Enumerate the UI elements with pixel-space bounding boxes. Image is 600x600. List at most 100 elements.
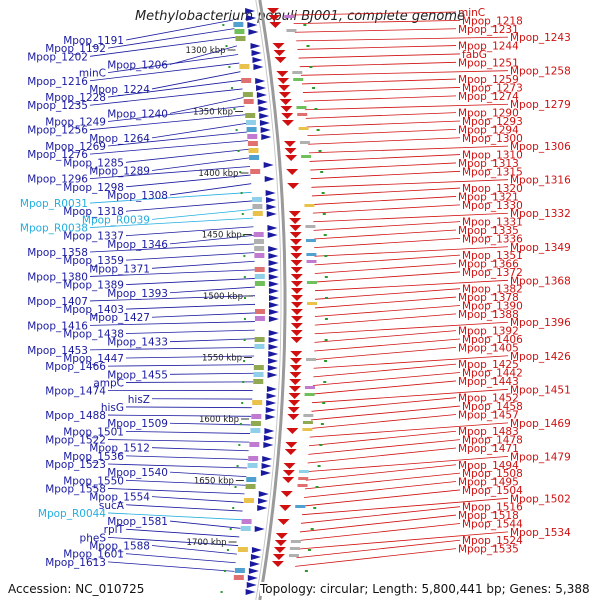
gene-label-right[interactable]: Mpop_1243	[510, 32, 571, 44]
gene-label-left[interactable]: Mpop_1235	[27, 100, 88, 112]
gene-label-left[interactable]: Mpop_1359	[63, 255, 124, 267]
gene-label-left[interactable]: Mpop_1536	[63, 451, 124, 463]
gene-label-right[interactable]: Mpop_1535	[458, 544, 519, 556]
gene-label-left[interactable]: Mpop_1224	[89, 84, 150, 96]
gene-label-left[interactable]: Mpop_1346	[107, 239, 168, 251]
gene-label-left[interactable]: Mpop_1289	[89, 165, 150, 177]
gene-label-right[interactable]: Mpop_1495	[458, 477, 519, 489]
gene-label-right[interactable]: Mpop_1279	[510, 99, 571, 111]
gene-label-right[interactable]: Mpop_1294	[458, 124, 519, 136]
gene-label-left[interactable]: Mpop_1488	[45, 410, 106, 422]
gene-label-left[interactable]: Mpop_1240	[107, 108, 168, 120]
gene-label-left[interactable]: Mpop_1540	[107, 467, 168, 479]
gene-label-left[interactable]: Mpop_1202	[27, 51, 88, 63]
gene-label-right[interactable]: fabG	[462, 49, 487, 61]
gene-label-left[interactable]: Mpop_1588	[89, 541, 150, 553]
gene-label-left[interactable]: Mpop_1206	[107, 59, 168, 71]
gene-label-right[interactable]: Mpop_1396	[510, 317, 571, 329]
gene-label-left[interactable]: Mpop_1318	[63, 206, 124, 218]
gene-label-right[interactable]: Mpop_1378	[458, 292, 519, 304]
gene-label-right[interactable]: Mpop_1274	[458, 91, 519, 103]
gene-label-right[interactable]: Mpop_1483	[458, 426, 519, 438]
gene-label-left[interactable]: Mpop_1416	[27, 320, 88, 332]
gene-label-right[interactable]: Mpop_1331	[462, 217, 523, 229]
gene-label-left[interactable]: Mpop_1427	[89, 312, 150, 324]
gene-label-right[interactable]: Mpop_1392	[458, 326, 519, 338]
gene-label-left[interactable]: Mpop_1216	[27, 76, 88, 88]
gene-label-right[interactable]: Mpop_1313	[458, 158, 519, 170]
gene-label-left[interactable]: Mpop_1393	[107, 288, 168, 300]
gene-label-right[interactable]: Mpop_1368	[510, 275, 571, 287]
gene-label-right[interactable]: Mpop_1544	[462, 518, 523, 530]
gene-label-right[interactable]: Mpop_1494	[458, 460, 519, 472]
gene-label-left[interactable]: Mpop_1308	[107, 190, 168, 202]
gene-label-right[interactable]: Mpop_1310	[462, 150, 523, 162]
gene-label-right[interactable]: Mpop_1534	[510, 527, 571, 539]
gene-label-right[interactable]: Mpop_1315	[462, 166, 523, 178]
gene-label-right[interactable]: Mpop_1518	[458, 510, 519, 522]
gene-label-left[interactable]: Mpop_1474	[45, 386, 106, 398]
gene-label-left[interactable]: Mpop_1191	[63, 35, 124, 47]
gene-label-right[interactable]: Mpop_1244	[458, 41, 519, 53]
gene-label-left[interactable]: sucA	[99, 500, 125, 512]
gene-label-right[interactable]: Mpop_1442	[462, 368, 523, 380]
gene-label-left[interactable]: Mpop_1264	[89, 133, 150, 145]
gene-label-left[interactable]: Mpop_R0039	[82, 214, 150, 226]
gene-label-right[interactable]: Mpop_1259	[458, 74, 519, 86]
gene-label-left[interactable]: Mpop_1337	[63, 231, 124, 243]
gene-label-right[interactable]: Mpop_1443	[458, 376, 519, 388]
gene-label-right[interactable]: Mpop_1332	[510, 208, 571, 220]
gene-label-left[interactable]: ampC	[93, 377, 124, 389]
gene-label-left[interactable]: Mpop_1501	[63, 426, 124, 438]
gene-label-right[interactable]: Mpop_1218	[462, 15, 523, 27]
gene-label-right[interactable]: Mpop_1316	[510, 175, 571, 187]
gene-label-right[interactable]: Mpop_1306	[510, 141, 571, 153]
gene-label-left[interactable]: Mpop_1389	[63, 280, 124, 292]
gene-label-left[interactable]: rplT	[104, 524, 125, 536]
gene-label-left[interactable]: Mpop_1380	[27, 271, 88, 283]
gene-label-left[interactable]: Mpop_1228	[45, 92, 106, 104]
gene-label-right[interactable]: Mpop_1524	[462, 535, 523, 547]
gene-label-right[interactable]: Mpop_1300	[462, 133, 523, 145]
gene-label-right[interactable]: minC	[458, 7, 485, 19]
gene-label-left[interactable]: Mpop_1358	[27, 247, 88, 259]
gene-label-left[interactable]: Mpop_1256	[27, 125, 88, 137]
gene-label-right[interactable]: Mpop_1388	[458, 309, 519, 321]
gene-label-left[interactable]: Mpop_1558	[45, 483, 106, 495]
gene-label-right[interactable]: Mpop_1479	[510, 451, 571, 463]
gene-label-left[interactable]: Mpop_1371	[89, 263, 150, 275]
gene-label-right[interactable]: Mpop_1478	[462, 435, 523, 447]
gene-label-right[interactable]: Mpop_1349	[510, 242, 571, 254]
gene-label-left[interactable]: Mpop_1581	[107, 516, 168, 528]
gene-label-left[interactable]: Mpop_1269	[45, 141, 106, 153]
gene-label-right[interactable]: Mpop_1372	[462, 267, 523, 279]
gene-label-left[interactable]: Mpop_1601	[63, 549, 124, 561]
gene-label-right[interactable]: Mpop_1335	[458, 225, 519, 237]
gene-label-right[interactable]: Mpop_1469	[510, 418, 571, 430]
gene-label-left[interactable]: Mpop_1512	[89, 443, 150, 455]
gene-label-left[interactable]: Mpop_1522	[45, 435, 106, 447]
gene-label-right[interactable]: Mpop_1516	[462, 502, 523, 514]
gene-label-left[interactable]: Mpop_1613	[45, 557, 106, 569]
gene-label-left[interactable]: Mpop_1453	[27, 345, 88, 357]
gene-label-left[interactable]: Mpop_1298	[63, 182, 124, 194]
gene-label-right[interactable]: Mpop_1366	[458, 259, 519, 271]
gene-label-right[interactable]: Mpop_1425	[458, 359, 519, 371]
gene-label-right[interactable]: Mpop_1426	[510, 351, 571, 363]
gene-label-right[interactable]: Mpop_1406	[462, 334, 523, 346]
gene-label-left[interactable]: Mpop_R0031	[20, 198, 88, 210]
gene-label-right[interactable]: Mpop_1351	[462, 250, 523, 262]
gene-label-right[interactable]: Mpop_1390	[462, 300, 523, 312]
gene-label-left[interactable]: Mpop_1433	[107, 337, 168, 349]
gene-label-left[interactable]: Mpop_1466	[45, 361, 106, 373]
gene-label-right[interactable]: Mpop_1382	[462, 284, 523, 296]
gene-label-left[interactable]: minC	[79, 68, 106, 80]
gene-label-right[interactable]: Mpop_1321	[458, 191, 519, 203]
gene-label-right[interactable]: Mpop_1457	[458, 409, 519, 421]
gene-label-right[interactable]: Mpop_1336	[462, 233, 523, 245]
gene-label-left[interactable]: hisG	[101, 402, 124, 414]
gene-label-left[interactable]: Mpop_1455	[107, 369, 168, 381]
gene-label-right[interactable]: Mpop_1452	[458, 393, 519, 405]
gene-label-left[interactable]: Mpop_1550	[63, 475, 124, 487]
gene-label-left[interactable]: pheS	[80, 532, 107, 544]
